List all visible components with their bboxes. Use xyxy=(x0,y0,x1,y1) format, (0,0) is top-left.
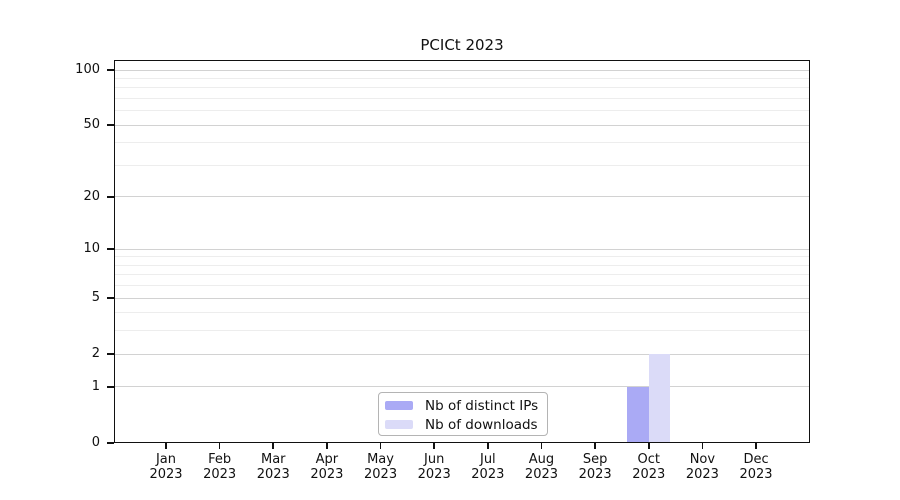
y-axis-tick xyxy=(107,69,114,71)
x-axis-tick xyxy=(755,443,757,449)
x-tick-year: 2023 xyxy=(524,467,559,482)
gridline-major xyxy=(115,124,809,126)
chart-title: PCICt 2023 xyxy=(420,36,504,54)
gridline-major xyxy=(115,297,809,299)
x-tick-year: 2023 xyxy=(739,467,773,482)
x-tick-year: 2023 xyxy=(203,467,237,482)
gridline-minor xyxy=(115,264,809,266)
x-tick-month: Mar xyxy=(261,452,286,467)
gridline-major xyxy=(115,386,809,388)
y-tick-label: 0 xyxy=(91,435,100,450)
legend-item-downloads: Nb of downloads xyxy=(379,415,547,434)
gridline-major xyxy=(115,69,809,71)
x-axis-tick xyxy=(326,443,328,449)
gridline-minor xyxy=(115,256,809,258)
x-axis-tick xyxy=(487,443,489,449)
y-tick-label: 50 xyxy=(83,117,100,133)
x-axis-tick xyxy=(218,443,221,449)
bar-distinct-ips xyxy=(627,386,649,443)
gridline-minor xyxy=(115,274,809,276)
x-tick-month: Aug xyxy=(528,452,555,467)
x-axis-tick xyxy=(540,443,543,449)
gridline-minor xyxy=(115,77,809,79)
x-tick-year: 2023 xyxy=(471,467,505,482)
x-tick-year: 2023 xyxy=(578,467,612,482)
x-tick-month: Jun xyxy=(424,452,445,467)
x-tick-label: Sep 2023 xyxy=(555,452,635,482)
y-axis-tick xyxy=(107,297,114,299)
y-axis-tick xyxy=(107,442,114,444)
legend-label-downloads: Nb of downloads xyxy=(425,416,538,433)
x-tick-label: Jul 2023 xyxy=(448,452,528,482)
x-tick-year: 2023 xyxy=(364,467,398,482)
x-tick-label: Mar 2023 xyxy=(233,452,313,482)
y-axis-tick xyxy=(107,196,114,198)
x-tick-month: Jul xyxy=(479,452,496,467)
legend-swatch-distinct-ips xyxy=(385,401,413,410)
gridline-major xyxy=(115,248,809,250)
x-axis-tick xyxy=(433,443,435,449)
x-axis-tick xyxy=(165,443,167,449)
x-tick-year: 2023 xyxy=(632,467,666,482)
legend-swatch-downloads xyxy=(385,420,413,429)
x-axis-tick xyxy=(594,443,596,449)
x-tick-year: 2023 xyxy=(310,467,344,482)
legend: Nb of distinct IPs Nb of downloads xyxy=(378,392,548,436)
gridline-major xyxy=(115,196,809,198)
x-axis-tick xyxy=(701,443,704,449)
y-tick-label: 1 xyxy=(91,378,100,394)
gridline-minor xyxy=(115,330,809,332)
y-tick-label: 20 xyxy=(83,188,100,204)
gridline-minor xyxy=(115,142,809,144)
legend-item-distinct-ips: Nb of distinct IPs xyxy=(379,396,547,415)
x-tick-month: Sep xyxy=(582,452,608,467)
gridline-minor xyxy=(115,97,809,99)
y-tick-label: 10 xyxy=(83,241,100,257)
x-tick-label: Feb 2023 xyxy=(180,452,260,482)
y-axis-tick xyxy=(107,124,114,127)
x-tick-month: Feb xyxy=(208,452,232,467)
x-tick-year: 2023 xyxy=(685,467,719,482)
x-tick-year: 2023 xyxy=(149,467,183,482)
x-tick-label: Dec 2023 xyxy=(716,452,796,482)
y-tick-label: 5 xyxy=(91,290,100,306)
x-axis-tick xyxy=(272,443,275,449)
gridline-minor xyxy=(115,110,809,112)
x-tick-label: May 2023 xyxy=(341,452,421,482)
legend-label-distinct-ips: Nb of distinct IPs xyxy=(425,397,539,414)
x-axis-tick xyxy=(647,443,650,449)
y-tick-label: 100 xyxy=(75,62,100,77)
x-tick-year: 2023 xyxy=(256,467,290,482)
y-axis-tick xyxy=(107,248,114,250)
gridline-minor xyxy=(115,164,809,166)
x-tick-year: 2023 xyxy=(417,467,451,482)
x-tick-month: Dec xyxy=(743,452,769,467)
bar-downloads xyxy=(648,354,671,443)
x-tick-month: Oct xyxy=(637,452,660,467)
gridline-minor xyxy=(115,87,809,89)
gridline-major xyxy=(115,353,809,355)
x-tick-label: Jan 2023 xyxy=(126,452,206,482)
x-tick-label: Aug 2023 xyxy=(501,452,581,482)
x-tick-month: Nov xyxy=(689,452,716,467)
x-tick-label: Apr 2023 xyxy=(287,452,367,482)
x-tick-month: Jan xyxy=(155,452,177,467)
gridline-minor xyxy=(115,285,809,287)
x-tick-month: May xyxy=(367,452,394,467)
x-axis-tick xyxy=(379,443,382,449)
gridline-minor xyxy=(115,312,809,314)
y-tick-label: 2 xyxy=(91,346,100,362)
y-axis-tick xyxy=(107,386,114,388)
x-tick-label: Oct 2023 xyxy=(609,452,689,482)
x-tick-label: Jun 2023 xyxy=(394,452,474,482)
x-tick-label: Nov 2023 xyxy=(662,452,742,482)
y-axis-tick xyxy=(107,353,114,355)
x-tick-month: Apr xyxy=(315,452,339,467)
